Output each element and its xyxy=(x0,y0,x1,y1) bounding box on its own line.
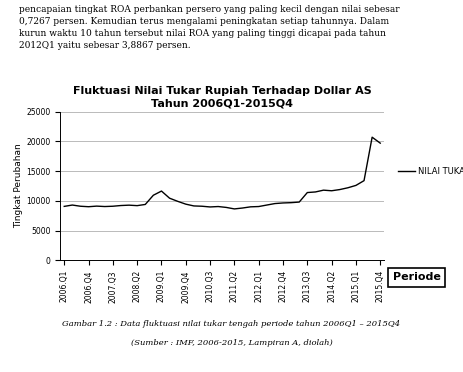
NILAI TUKAR xyxy=(256,204,262,209)
Text: pencapaian tingkat ROA perbankan persero yang paling kecil dengan nilai sebesar
: pencapaian tingkat ROA perbankan persero… xyxy=(19,5,399,49)
Legend: NILAI TUKAR: NILAI TUKAR xyxy=(395,163,463,179)
NILAI TUKAR xyxy=(150,193,156,198)
NILAI TUKAR xyxy=(353,183,359,187)
NILAI TUKAR xyxy=(215,204,221,209)
NILAI TUKAR xyxy=(296,200,302,204)
NILAI TUKAR xyxy=(280,201,286,205)
NILAI TUKAR xyxy=(377,141,383,145)
NILAI TUKAR xyxy=(175,199,181,203)
NILAI TUKAR xyxy=(78,204,83,208)
NILAI TUKAR xyxy=(86,205,91,209)
NILAI TUKAR xyxy=(159,189,164,193)
NILAI TUKAR xyxy=(224,205,229,210)
NILAI TUKAR xyxy=(94,204,100,208)
NILAI TUKAR xyxy=(191,204,197,208)
NILAI TUKAR xyxy=(118,203,124,208)
NILAI TUKAR xyxy=(369,135,375,140)
NILAI TUKAR xyxy=(361,179,367,183)
NILAI TUKAR xyxy=(329,189,334,193)
Y-axis label: Tingkat Perubahan: Tingkat Perubahan xyxy=(14,144,24,228)
NILAI TUKAR xyxy=(183,202,188,206)
NILAI TUKAR xyxy=(272,201,278,206)
NILAI TUKAR xyxy=(199,204,205,208)
NILAI TUKAR xyxy=(321,188,326,192)
NILAI TUKAR xyxy=(248,205,253,209)
Title: Fluktuasi Nilai Tukar Rupiah Terhadap Dollar AS
Tahun 2006Q1-2015Q4: Fluktuasi Nilai Tukar Rupiah Terhadap Do… xyxy=(73,86,372,108)
NILAI TUKAR xyxy=(143,202,148,207)
NILAI TUKAR xyxy=(305,190,310,195)
NILAI TUKAR xyxy=(62,204,67,209)
NILAI TUKAR xyxy=(69,203,75,207)
NILAI TUKAR xyxy=(110,204,116,208)
NILAI TUKAR xyxy=(345,186,350,190)
NILAI TUKAR xyxy=(232,207,237,211)
NILAI TUKAR xyxy=(288,201,294,205)
NILAI TUKAR xyxy=(264,203,269,207)
NILAI TUKAR xyxy=(240,206,245,210)
NILAI TUKAR xyxy=(134,203,140,208)
Text: Periode: Periode xyxy=(393,272,441,282)
Text: (Sumber : IMF, 2006-2015, Lampiran A, diolah): (Sumber : IMF, 2006-2015, Lampiran A, di… xyxy=(131,339,332,347)
Text: Gambar 1.2 : Data fluktuasi nilai tukar tengah periode tahun 2006Q1 – 2015Q4: Gambar 1.2 : Data fluktuasi nilai tukar … xyxy=(63,320,400,328)
NILAI TUKAR xyxy=(207,205,213,209)
NILAI TUKAR xyxy=(337,187,343,192)
NILAI TUKAR xyxy=(126,203,132,208)
NILAI TUKAR xyxy=(313,190,318,194)
NILAI TUKAR xyxy=(102,204,107,209)
NILAI TUKAR xyxy=(167,196,172,201)
Line: NILAI TUKAR: NILAI TUKAR xyxy=(64,137,380,209)
